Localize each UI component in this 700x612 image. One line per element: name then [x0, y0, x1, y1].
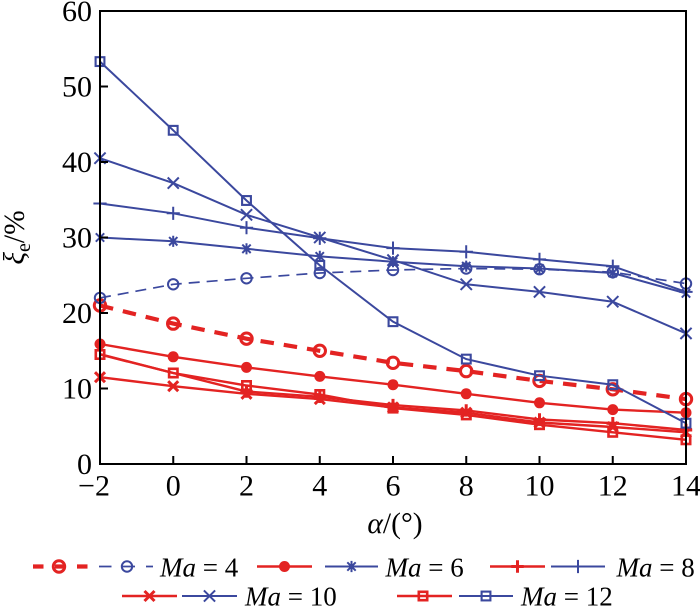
svg-text:6: 6 [386, 470, 401, 503]
svg-text:2: 2 [239, 470, 254, 503]
svg-text:10: 10 [525, 470, 555, 503]
svg-text:Ma = 10: Ma = 10 [244, 582, 337, 608]
svg-text:10: 10 [62, 372, 92, 405]
svg-text:Ma = 8: Ma = 8 [616, 553, 695, 583]
svg-text:−2: −2 [78, 470, 110, 503]
svg-text:20: 20 [62, 297, 92, 330]
svg-text:14: 14 [671, 470, 700, 503]
svg-text:0: 0 [166, 470, 181, 503]
svg-text:α/(°): α/(°) [367, 508, 422, 540]
svg-text:12: 12 [598, 470, 628, 503]
svg-text:Ma = 12: Ma = 12 [520, 582, 613, 608]
svg-text:60: 60 [62, 0, 92, 28]
svg-text:30: 30 [62, 221, 92, 254]
svg-text:ξe/%: ξe/% [0, 210, 35, 264]
svg-text:Ma = 6: Ma = 6 [385, 553, 464, 583]
svg-text:4: 4 [312, 470, 327, 503]
svg-text:50: 50 [62, 70, 92, 103]
svg-text:Ma = 4: Ma = 4 [159, 553, 239, 583]
svg-text:8: 8 [459, 470, 474, 503]
svg-text:40: 40 [62, 146, 92, 179]
svg-text:0: 0 [77, 448, 92, 481]
